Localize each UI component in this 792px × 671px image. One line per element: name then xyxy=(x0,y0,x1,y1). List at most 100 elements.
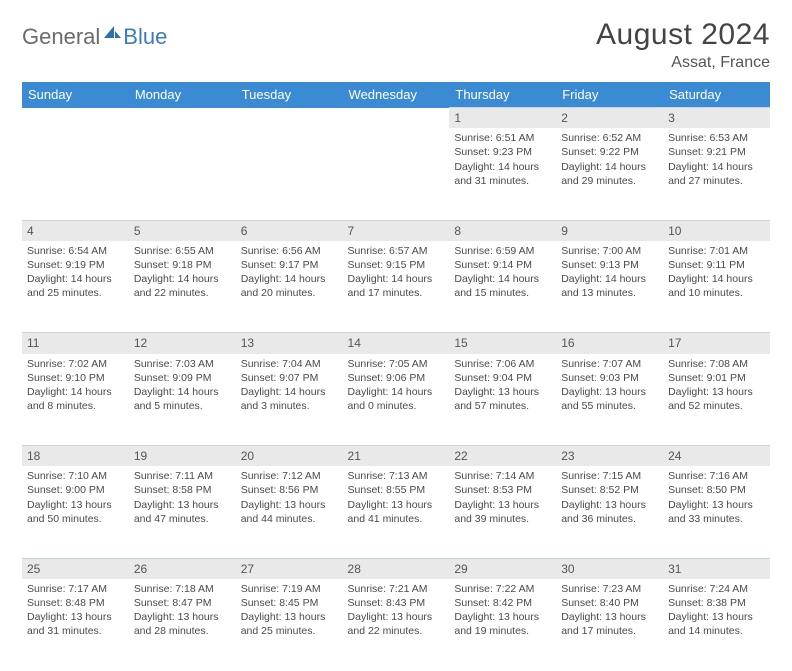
weekday-header: Wednesday xyxy=(343,82,450,108)
sunset-line: Sunset: 9:01 PM xyxy=(668,371,765,385)
sunset-line: Sunset: 8:53 PM xyxy=(454,483,551,497)
logo-text-general: General xyxy=(22,24,100,50)
sunrise-line: Sunrise: 7:16 AM xyxy=(668,469,765,483)
day-content-row: Sunrise: 7:17 AMSunset: 8:48 PMDaylight:… xyxy=(22,579,770,671)
day-number-cell: 11 xyxy=(22,333,129,354)
day-content-cell: Sunrise: 7:10 AMSunset: 9:00 PMDaylight:… xyxy=(22,466,129,558)
day-number-cell: 24 xyxy=(663,446,770,467)
day-number-cell: 7 xyxy=(343,220,450,241)
daylight-line: Daylight: 13 hours and 50 minutes. xyxy=(27,498,124,526)
daylight-line: Daylight: 13 hours and 28 minutes. xyxy=(134,610,231,638)
daylight-line: Daylight: 14 hours and 29 minutes. xyxy=(561,160,658,188)
sunset-line: Sunset: 9:14 PM xyxy=(454,258,551,272)
daylight-line: Daylight: 13 hours and 47 minutes. xyxy=(134,498,231,526)
day-content-cell xyxy=(236,128,343,220)
daylight-line: Daylight: 13 hours and 57 minutes. xyxy=(454,385,551,413)
sunset-line: Sunset: 8:55 PM xyxy=(348,483,445,497)
day-content-cell: Sunrise: 7:13 AMSunset: 8:55 PMDaylight:… xyxy=(343,466,450,558)
header: General Blue August 2024 Assat, France xyxy=(22,18,770,72)
sunset-line: Sunset: 8:40 PM xyxy=(561,596,658,610)
day-number-cell: 31 xyxy=(663,558,770,579)
sunrise-line: Sunrise: 6:59 AM xyxy=(454,244,551,258)
sunset-line: Sunset: 9:11 PM xyxy=(668,258,765,272)
day-number-cell: 10 xyxy=(663,220,770,241)
day-content-cell: Sunrise: 7:18 AMSunset: 8:47 PMDaylight:… xyxy=(129,579,236,671)
sunrise-line: Sunrise: 7:11 AM xyxy=(134,469,231,483)
day-content-cell: Sunrise: 7:05 AMSunset: 9:06 PMDaylight:… xyxy=(343,354,450,446)
day-content-cell: Sunrise: 7:11 AMSunset: 8:58 PMDaylight:… xyxy=(129,466,236,558)
sunset-line: Sunset: 8:43 PM xyxy=(348,596,445,610)
sunset-line: Sunset: 8:47 PM xyxy=(134,596,231,610)
day-number-cell: 12 xyxy=(129,333,236,354)
day-content-cell: Sunrise: 7:23 AMSunset: 8:40 PMDaylight:… xyxy=(556,579,663,671)
day-number-cell: 1 xyxy=(449,108,556,129)
day-number-row: 18192021222324 xyxy=(22,446,770,467)
weekday-header: Tuesday xyxy=(236,82,343,108)
sunrise-line: Sunrise: 7:19 AM xyxy=(241,582,338,596)
day-number-cell: 2 xyxy=(556,108,663,129)
sunset-line: Sunset: 8:50 PM xyxy=(668,483,765,497)
sunset-line: Sunset: 9:04 PM xyxy=(454,371,551,385)
day-number-cell xyxy=(343,108,450,129)
day-content-cell: Sunrise: 6:53 AMSunset: 9:21 PMDaylight:… xyxy=(663,128,770,220)
day-content-cell: Sunrise: 6:55 AMSunset: 9:18 PMDaylight:… xyxy=(129,241,236,333)
daylight-line: Daylight: 13 hours and 25 minutes. xyxy=(241,610,338,638)
daylight-line: Daylight: 13 hours and 52 minutes. xyxy=(668,385,765,413)
day-content-cell: Sunrise: 7:21 AMSunset: 8:43 PMDaylight:… xyxy=(343,579,450,671)
sunrise-line: Sunrise: 7:13 AM xyxy=(348,469,445,483)
day-content-cell: Sunrise: 6:59 AMSunset: 9:14 PMDaylight:… xyxy=(449,241,556,333)
day-number-cell: 30 xyxy=(556,558,663,579)
weekday-header: Friday xyxy=(556,82,663,108)
day-content-cell: Sunrise: 7:01 AMSunset: 9:11 PMDaylight:… xyxy=(663,241,770,333)
daylight-line: Daylight: 14 hours and 0 minutes. xyxy=(348,385,445,413)
daylight-line: Daylight: 14 hours and 8 minutes. xyxy=(27,385,124,413)
sunrise-line: Sunrise: 6:57 AM xyxy=(348,244,445,258)
day-content-cell: Sunrise: 7:04 AMSunset: 9:07 PMDaylight:… xyxy=(236,354,343,446)
sunrise-line: Sunrise: 6:54 AM xyxy=(27,244,124,258)
daylight-line: Daylight: 14 hours and 22 minutes. xyxy=(134,272,231,300)
calendar-header-row: SundayMondayTuesdayWednesdayThursdayFrid… xyxy=(22,82,770,108)
daylight-line: Daylight: 13 hours and 41 minutes. xyxy=(348,498,445,526)
sunset-line: Sunset: 9:22 PM xyxy=(561,145,658,159)
sunrise-line: Sunrise: 7:15 AM xyxy=(561,469,658,483)
sunrise-line: Sunrise: 6:52 AM xyxy=(561,131,658,145)
daylight-line: Daylight: 14 hours and 10 minutes. xyxy=(668,272,765,300)
daylight-line: Daylight: 13 hours and 33 minutes. xyxy=(668,498,765,526)
sunset-line: Sunset: 9:15 PM xyxy=(348,258,445,272)
day-number-cell: 25 xyxy=(22,558,129,579)
sunset-line: Sunset: 9:10 PM xyxy=(27,371,124,385)
day-number-cell: 16 xyxy=(556,333,663,354)
sunset-line: Sunset: 8:52 PM xyxy=(561,483,658,497)
sunset-line: Sunset: 8:45 PM xyxy=(241,596,338,610)
sunrise-line: Sunrise: 7:07 AM xyxy=(561,357,658,371)
logo-text-blue: Blue xyxy=(123,24,167,50)
day-content-cell: Sunrise: 7:15 AMSunset: 8:52 PMDaylight:… xyxy=(556,466,663,558)
day-content-cell xyxy=(343,128,450,220)
sunset-line: Sunset: 8:58 PM xyxy=(134,483,231,497)
sunrise-line: Sunrise: 7:23 AM xyxy=(561,582,658,596)
sunset-line: Sunset: 9:13 PM xyxy=(561,258,658,272)
day-content-cell: Sunrise: 7:16 AMSunset: 8:50 PMDaylight:… xyxy=(663,466,770,558)
day-number-cell: 5 xyxy=(129,220,236,241)
day-number-cell: 23 xyxy=(556,446,663,467)
day-number-cell: 8 xyxy=(449,220,556,241)
daylight-line: Daylight: 13 hours and 14 minutes. xyxy=(668,610,765,638)
day-number-cell: 26 xyxy=(129,558,236,579)
day-content-cell: Sunrise: 7:24 AMSunset: 8:38 PMDaylight:… xyxy=(663,579,770,671)
day-number-cell: 14 xyxy=(343,333,450,354)
sunrise-line: Sunrise: 7:08 AM xyxy=(668,357,765,371)
sunset-line: Sunset: 8:42 PM xyxy=(454,596,551,610)
daylight-line: Daylight: 13 hours and 17 minutes. xyxy=(561,610,658,638)
day-number-cell: 15 xyxy=(449,333,556,354)
day-number-cell: 27 xyxy=(236,558,343,579)
logo: General Blue xyxy=(22,24,167,50)
sunset-line: Sunset: 8:48 PM xyxy=(27,596,124,610)
sunrise-line: Sunrise: 7:04 AM xyxy=(241,357,338,371)
sunrise-line: Sunrise: 6:53 AM xyxy=(668,131,765,145)
day-content-cell xyxy=(22,128,129,220)
sunrise-line: Sunrise: 7:12 AM xyxy=(241,469,338,483)
day-number-cell xyxy=(236,108,343,129)
sunset-line: Sunset: 9:23 PM xyxy=(454,145,551,159)
daylight-line: Daylight: 14 hours and 13 minutes. xyxy=(561,272,658,300)
sunset-line: Sunset: 9:18 PM xyxy=(134,258,231,272)
